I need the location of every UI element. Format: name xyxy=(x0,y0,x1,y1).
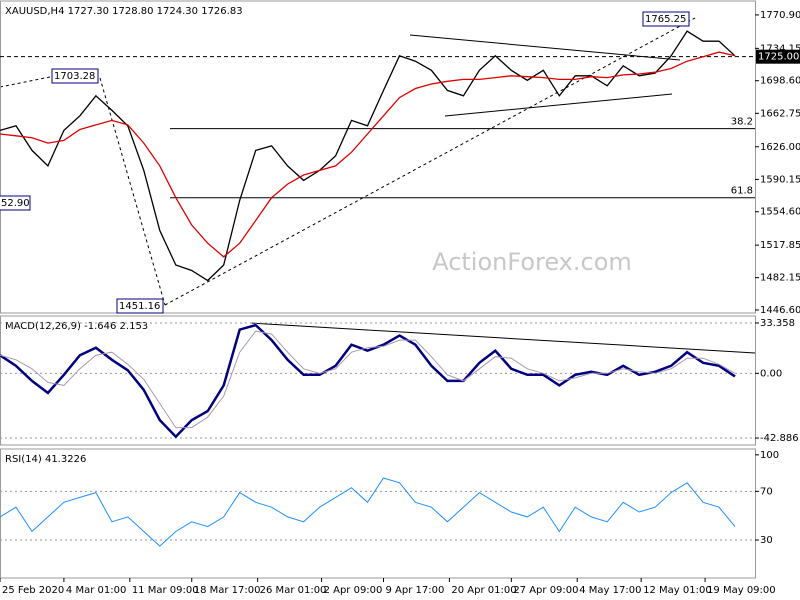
price-tag-box xyxy=(116,298,164,314)
series-line xyxy=(0,477,736,547)
x-tick-label: 12 May 01:00 xyxy=(643,585,712,596)
trendline xyxy=(249,322,756,354)
x-tick-label: 27 Apr 09:00 xyxy=(513,585,578,596)
series-line xyxy=(0,330,736,429)
fib-label: 61.8 xyxy=(731,186,753,197)
y-tick-label: 30 xyxy=(760,535,773,546)
price-tag-box xyxy=(642,11,690,27)
y-tick-label: 1662.75 xyxy=(760,108,800,119)
y-tick-label: 70 xyxy=(760,486,773,497)
y-tick-label: 100 xyxy=(760,450,779,461)
x-tick-label: 26 Mar 01:00 xyxy=(260,585,327,596)
x-tick-label: 19 May 09:00 xyxy=(707,585,776,596)
x-tick-label: 18 Mar 17:00 xyxy=(194,585,261,596)
y-tick-label: 1554.60 xyxy=(760,207,800,218)
y-tick-label: 1626.00 xyxy=(760,142,800,153)
pane-frame xyxy=(0,448,756,579)
price-label: 1725.00 xyxy=(758,52,799,63)
y-tick-label: 1517.85 xyxy=(760,240,800,251)
trendline xyxy=(444,93,673,117)
price-box xyxy=(756,49,800,64)
pane-frame xyxy=(0,0,756,314)
price-tag-box xyxy=(51,68,99,84)
pane-frame xyxy=(0,315,756,446)
y-tick-label: 33.358 xyxy=(760,318,795,329)
y-tick-label: 0.00 xyxy=(760,368,782,379)
pane-title: MACD(12,26,9) -1.646 2.153 xyxy=(5,321,148,332)
y-tick-label: 1698.60 xyxy=(760,76,800,87)
fib-label: 38.2 xyxy=(731,117,753,128)
price-tag: 1703.28 xyxy=(54,71,95,82)
x-tick-label: 11 Mar 09:00 xyxy=(132,585,199,596)
watermark: ActionForex.com xyxy=(432,248,632,276)
x-tick-label: 2 Apr 09:00 xyxy=(324,585,383,596)
x-tick-label: 20 Apr 01:00 xyxy=(451,585,516,596)
trendline xyxy=(0,74,61,88)
pane-title: XAUUSD,H4 1727.30 1728.80 1724.30 1726.8… xyxy=(5,6,243,17)
trendlines xyxy=(0,17,756,354)
y-tick-label: 1590.15 xyxy=(760,174,800,185)
x-tick-label: 25 Feb 2020 xyxy=(2,585,64,596)
price-tag: 1765.25 xyxy=(645,14,686,25)
series-line xyxy=(0,30,736,282)
y-tick-label: -42.886 xyxy=(760,433,799,444)
y-tick-label: 1770.90 xyxy=(760,10,800,21)
x-tick-label: 4 Mar 01:00 xyxy=(66,585,126,596)
y-tick-label: 1734.15 xyxy=(760,43,800,54)
series-line xyxy=(0,51,736,258)
y-tick-label: 1446.60 xyxy=(760,305,800,316)
x-tick-label: 4 May 17:00 xyxy=(579,585,641,596)
price-tag: 1451.16 xyxy=(119,301,160,312)
price-tag-box xyxy=(0,195,31,211)
trendline xyxy=(409,34,681,61)
pane-title: RSI(14) 41.3226 xyxy=(5,454,86,465)
y-tick-label: 1482.15 xyxy=(760,273,800,284)
x-tick-label: 9 Apr 17:00 xyxy=(385,585,444,596)
price-tag: 52.90 xyxy=(1,198,30,209)
trendline xyxy=(164,17,696,306)
